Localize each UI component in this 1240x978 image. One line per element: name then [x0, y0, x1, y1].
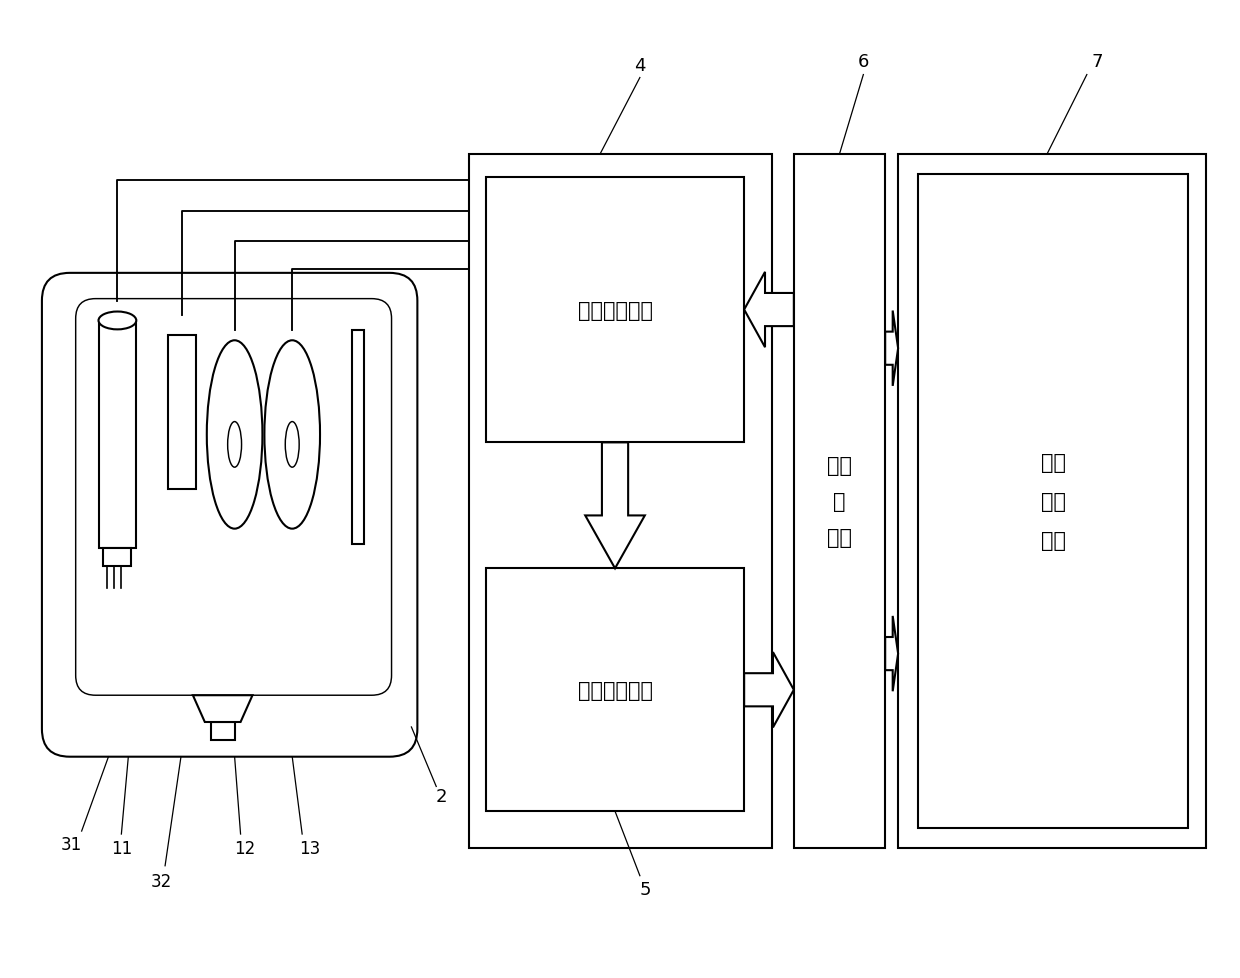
Ellipse shape	[228, 422, 242, 467]
Bar	[103, 549, 131, 567]
Ellipse shape	[285, 422, 299, 467]
Text: 5: 5	[639, 879, 651, 898]
Text: 12: 12	[234, 839, 255, 857]
Bar	[486, 177, 744, 443]
Polygon shape	[585, 443, 645, 569]
Bar	[98, 321, 136, 549]
FancyBboxPatch shape	[76, 299, 392, 695]
Bar	[898, 155, 1207, 848]
Text: 6: 6	[858, 53, 869, 70]
Bar	[352, 331, 363, 544]
Text: 13: 13	[300, 839, 321, 857]
Text: 恒电位仪模块: 恒电位仪模块	[578, 300, 652, 320]
Polygon shape	[885, 311, 898, 386]
Bar	[469, 155, 773, 848]
FancyBboxPatch shape	[42, 274, 418, 757]
Ellipse shape	[207, 341, 263, 529]
Polygon shape	[744, 273, 794, 348]
Text: 2: 2	[435, 787, 446, 806]
Polygon shape	[744, 652, 794, 728]
Text: 7: 7	[1091, 53, 1102, 70]
Bar	[794, 155, 885, 848]
Ellipse shape	[98, 312, 136, 330]
Bar	[486, 569, 744, 812]
Text: 信号处理模块: 信号处理模块	[578, 680, 652, 700]
Text: 4: 4	[634, 57, 646, 74]
Text: 32: 32	[150, 871, 171, 890]
Bar	[169, 336, 196, 490]
Bar	[918, 174, 1188, 828]
Polygon shape	[885, 616, 898, 691]
Text: 显示
存储
模块: 显示 存储 模块	[1040, 452, 1065, 551]
Bar	[211, 723, 234, 740]
Text: 11: 11	[110, 839, 131, 857]
Ellipse shape	[264, 341, 320, 529]
Polygon shape	[193, 695, 253, 723]
Text: 单片
机
模块: 单片 机 模块	[827, 456, 852, 548]
Text: 31: 31	[61, 835, 82, 853]
